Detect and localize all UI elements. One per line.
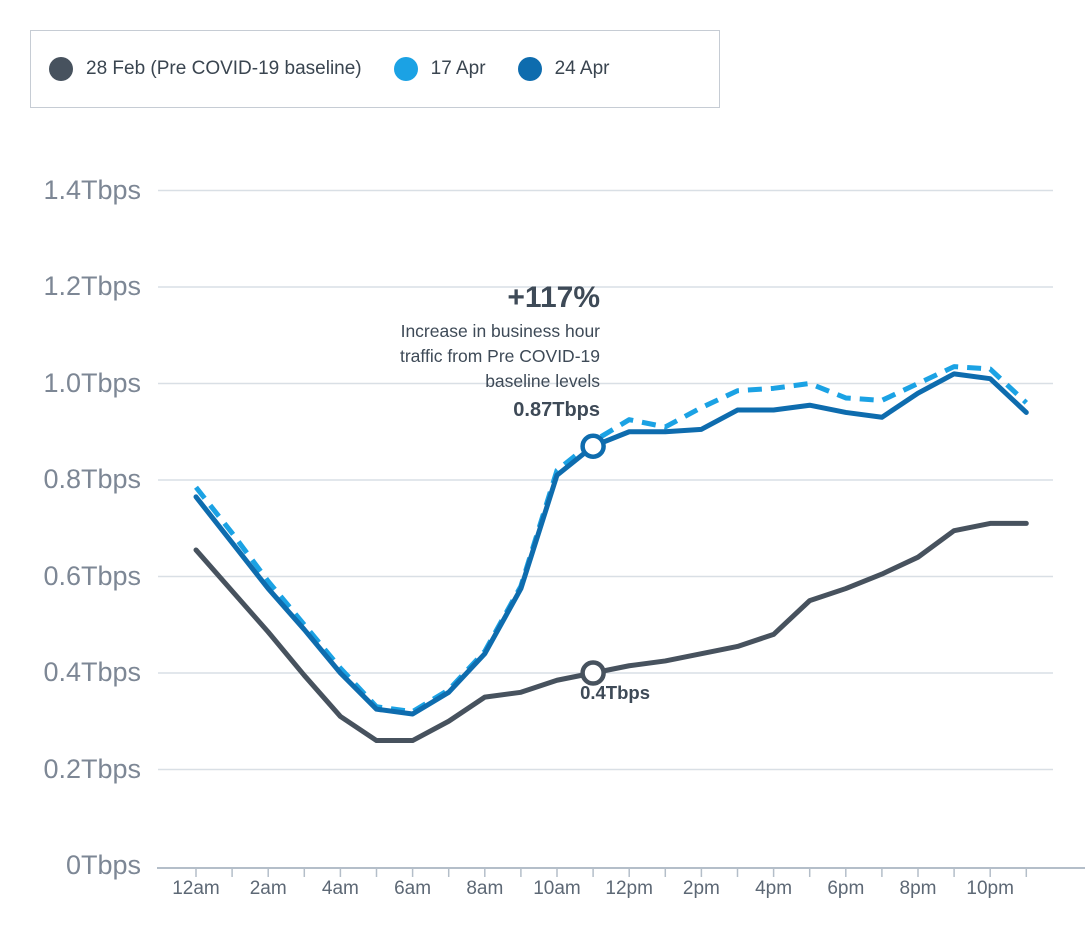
- x-axis-label: 8am: [466, 878, 504, 899]
- series-line-28-feb: [193, 520, 1029, 744]
- series-line-17-apr: [194, 364, 1029, 715]
- x-axis-label: 2am: [249, 878, 287, 899]
- series-line-24-apr: [193, 371, 1029, 717]
- x-axis-label: 8pm: [899, 878, 937, 899]
- x-axis-label: 4pm: [755, 878, 793, 899]
- legend-dot-24apr-icon: [517, 57, 542, 81]
- y-axis-label: 0Tbps: [65, 850, 141, 880]
- y-axis-label: 0.8Tbps: [43, 464, 141, 494]
- legend-label-17apr: 17 Apr: [430, 58, 486, 79]
- x-axis-label: 12am: [172, 878, 220, 899]
- legend-item-24apr: 24 Apr: [517, 57, 610, 81]
- y-axis-label: 0.6Tbps: [43, 560, 141, 591]
- annotation-text-line: traffic from Pre COVID-19: [399, 346, 600, 366]
- x-axis-label: 6am: [394, 878, 432, 899]
- x-axis-label: 10pm: [966, 878, 1014, 899]
- y-axis-label: 1.4Tbps: [43, 174, 141, 205]
- y-axis-label: 0.4Tbps: [43, 657, 141, 687]
- x-axis-label: 6pm: [827, 878, 865, 899]
- legend: 28 Feb (Pre COVID-19 baseline) 17 Apr 24…: [30, 30, 720, 108]
- annotation-headline: +117%: [507, 281, 600, 314]
- legend-label-28feb: 28 Feb (Pre COVID-19 baseline): [86, 58, 362, 79]
- legend-dot-17apr-icon: [393, 57, 418, 81]
- data-point-marker: [580, 660, 606, 686]
- x-axis-label: 12pm: [605, 878, 653, 899]
- annotation-increase: +117% Increase in business hour traffic …: [400, 281, 600, 422]
- y-axis-label: 1.2Tbps: [43, 271, 141, 301]
- x-axis-label: 4am: [321, 878, 359, 899]
- legend-item-28feb: 28 Feb (Pre COVID-19 baseline): [49, 57, 362, 81]
- y-axis-label: 0.2Tbps: [43, 753, 141, 784]
- legend-dot-28feb-icon: [49, 57, 73, 81]
- legend-item-17apr: 17 Apr: [393, 57, 486, 81]
- y-axis-label: 1.0Tbps: [43, 367, 141, 398]
- x-axis-label: 10am: [533, 878, 581, 899]
- legend-label-24apr: 24 Apr: [554, 58, 610, 79]
- baseline-marker-label: 0.4Tbps: [580, 682, 650, 703]
- x-axis-label: 2pm: [682, 878, 720, 899]
- data-point-marker: [580, 433, 606, 459]
- annotation-peak-value-label: 0.87Tbps: [513, 399, 600, 421]
- annotation-text-line: Increase in business hour: [400, 321, 600, 341]
- annotation-text-line: baseline levels: [485, 371, 600, 391]
